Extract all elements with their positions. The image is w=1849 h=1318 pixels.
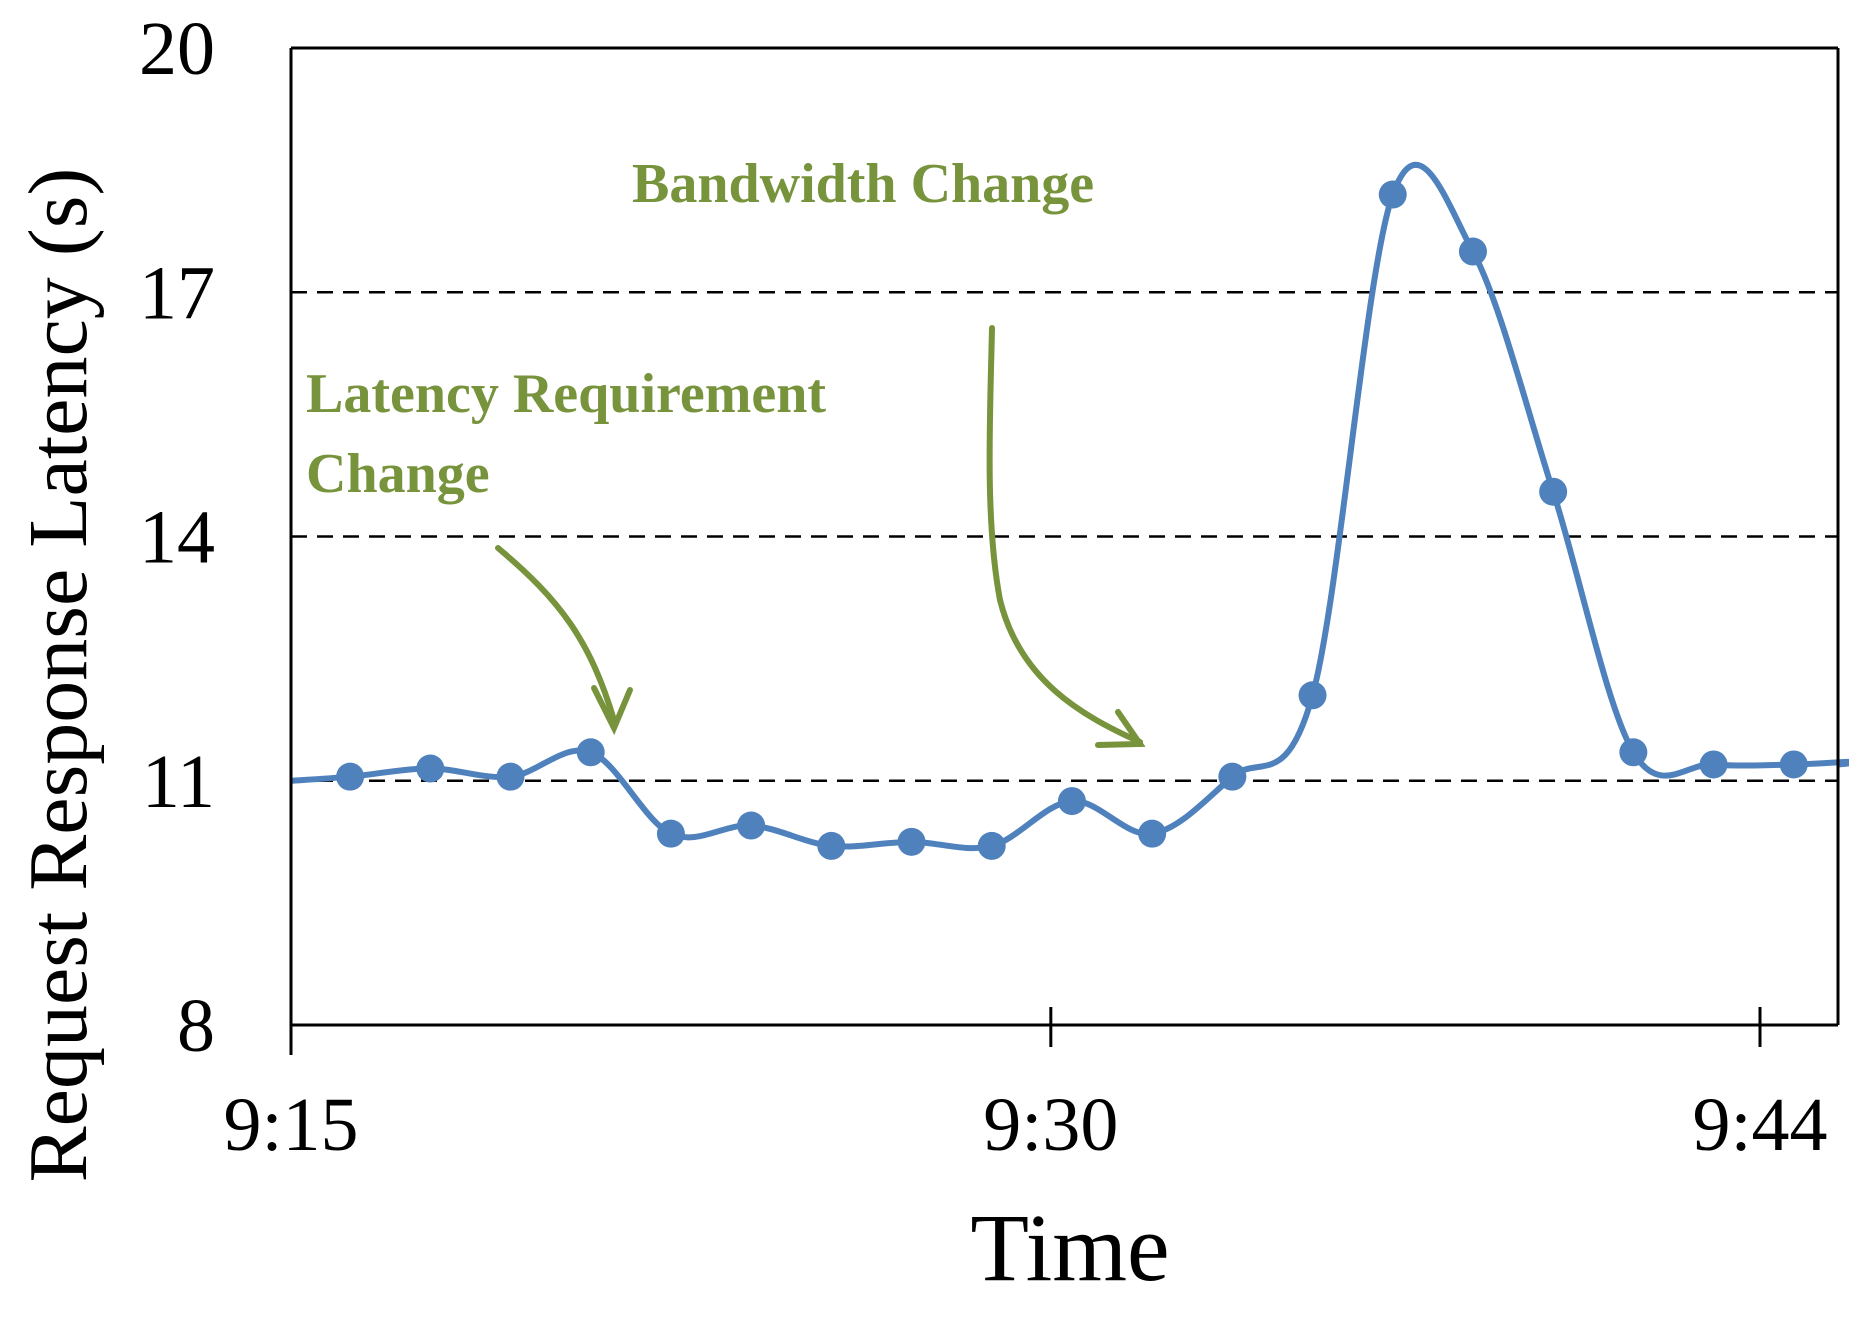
data-point-11 xyxy=(1218,762,1247,791)
annotation-arrows xyxy=(495,325,1146,748)
data-point-7 xyxy=(897,827,926,856)
data-point-10 xyxy=(1138,819,1167,848)
data-point-14 xyxy=(1458,237,1487,266)
latency-arrow xyxy=(495,545,617,723)
latency-arrow-head xyxy=(591,685,633,736)
series-latency xyxy=(290,161,1849,860)
data-point-16 xyxy=(1619,738,1648,767)
x-axis-label: Time xyxy=(970,1194,1169,1301)
data-point-6 xyxy=(817,831,846,860)
data-point-17 xyxy=(1699,750,1728,779)
series-line-0 xyxy=(290,161,1849,852)
data-point-0 xyxy=(336,762,365,791)
y-tick-label-20: 20 xyxy=(139,7,215,91)
x-tick-label-9:30: 9:30 xyxy=(983,1083,1118,1167)
data-point-9 xyxy=(1057,787,1086,816)
annotation-latency-line1: Latency Requirement xyxy=(306,363,826,425)
plot-frame xyxy=(289,46,1840,1055)
data-point-3 xyxy=(576,738,605,767)
y-tick-label-11: 11 xyxy=(142,740,215,824)
y-axis-label: Request Response Latency (s) xyxy=(12,168,105,1183)
bandwidth-arrow-head xyxy=(1095,709,1146,748)
annotation-bandwidth: Bandwidth Change xyxy=(632,153,1094,215)
data-point-18 xyxy=(1779,750,1808,779)
data-point-5 xyxy=(737,811,766,840)
data-point-1 xyxy=(416,754,445,783)
data-point-15 xyxy=(1539,477,1568,506)
x-tick-label-9:44: 9:44 xyxy=(1692,1083,1827,1167)
annotation-latency-line2: Change xyxy=(306,443,490,505)
data-point-13 xyxy=(1378,180,1407,209)
data-point-4 xyxy=(656,819,685,848)
gridlines xyxy=(291,291,1838,782)
y-tick-label-17: 17 xyxy=(139,251,215,335)
data-point-8 xyxy=(977,831,1006,860)
axis-ticks: 20 17 14 11 89:15 9:30 9:44 xyxy=(139,7,1828,1167)
y-tick-label-8: 8 xyxy=(177,984,215,1068)
bandwidth-arrow xyxy=(986,325,1143,745)
y-tick-label-14: 14 xyxy=(139,496,215,580)
data-point-2 xyxy=(496,762,525,791)
data-point-12 xyxy=(1298,681,1327,710)
x-tick-label-9:15: 9:15 xyxy=(223,1083,358,1167)
